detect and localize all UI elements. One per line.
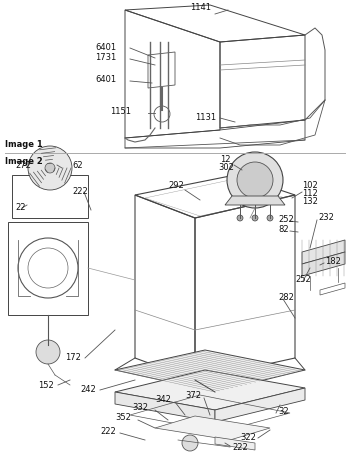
Circle shape <box>45 163 55 173</box>
Text: 102: 102 <box>302 180 318 189</box>
Circle shape <box>227 152 283 208</box>
Text: 22: 22 <box>15 203 26 212</box>
Polygon shape <box>302 252 345 276</box>
Text: 132: 132 <box>302 197 318 206</box>
Polygon shape <box>115 350 305 392</box>
Text: 242: 242 <box>80 386 96 395</box>
Polygon shape <box>115 392 215 422</box>
Polygon shape <box>215 437 255 450</box>
Text: 352: 352 <box>115 414 131 423</box>
Text: 1151: 1151 <box>110 107 131 116</box>
Text: 252: 252 <box>295 275 311 284</box>
Text: 292: 292 <box>168 182 184 191</box>
Text: 222: 222 <box>100 428 116 437</box>
Circle shape <box>237 162 273 198</box>
Text: 172: 172 <box>65 353 81 362</box>
Text: 322: 322 <box>240 433 256 442</box>
Text: 1731: 1731 <box>95 53 116 63</box>
Text: 332: 332 <box>132 404 148 413</box>
Text: 342: 342 <box>155 395 171 405</box>
Text: 6401: 6401 <box>95 76 116 85</box>
Circle shape <box>237 215 243 221</box>
Text: 302: 302 <box>218 164 234 173</box>
Circle shape <box>182 435 198 451</box>
Text: 6401: 6401 <box>95 43 116 52</box>
Text: 222: 222 <box>232 443 248 452</box>
Text: 282: 282 <box>278 294 294 303</box>
Text: 32: 32 <box>278 408 289 416</box>
Circle shape <box>267 215 273 221</box>
Text: 232: 232 <box>318 213 334 222</box>
Text: 252: 252 <box>278 216 294 225</box>
Text: 152: 152 <box>38 381 54 390</box>
Text: 272: 272 <box>15 160 31 169</box>
Polygon shape <box>155 416 270 440</box>
Text: 1131: 1131 <box>195 114 216 122</box>
Text: 182: 182 <box>325 257 341 266</box>
Polygon shape <box>225 196 285 205</box>
Circle shape <box>36 340 60 364</box>
Text: Image 1: Image 1 <box>5 140 43 149</box>
Text: 82: 82 <box>278 226 289 235</box>
Polygon shape <box>115 370 305 410</box>
Text: 62: 62 <box>72 160 83 169</box>
Polygon shape <box>215 388 305 422</box>
Text: 112: 112 <box>302 188 318 198</box>
Text: 1141: 1141 <box>190 4 211 13</box>
Polygon shape <box>302 240 345 264</box>
Text: 12: 12 <box>220 155 231 164</box>
Circle shape <box>252 215 258 221</box>
Text: 222: 222 <box>72 188 88 197</box>
Circle shape <box>28 146 72 190</box>
Text: 372: 372 <box>185 391 201 400</box>
Text: Image 2: Image 2 <box>5 157 43 166</box>
